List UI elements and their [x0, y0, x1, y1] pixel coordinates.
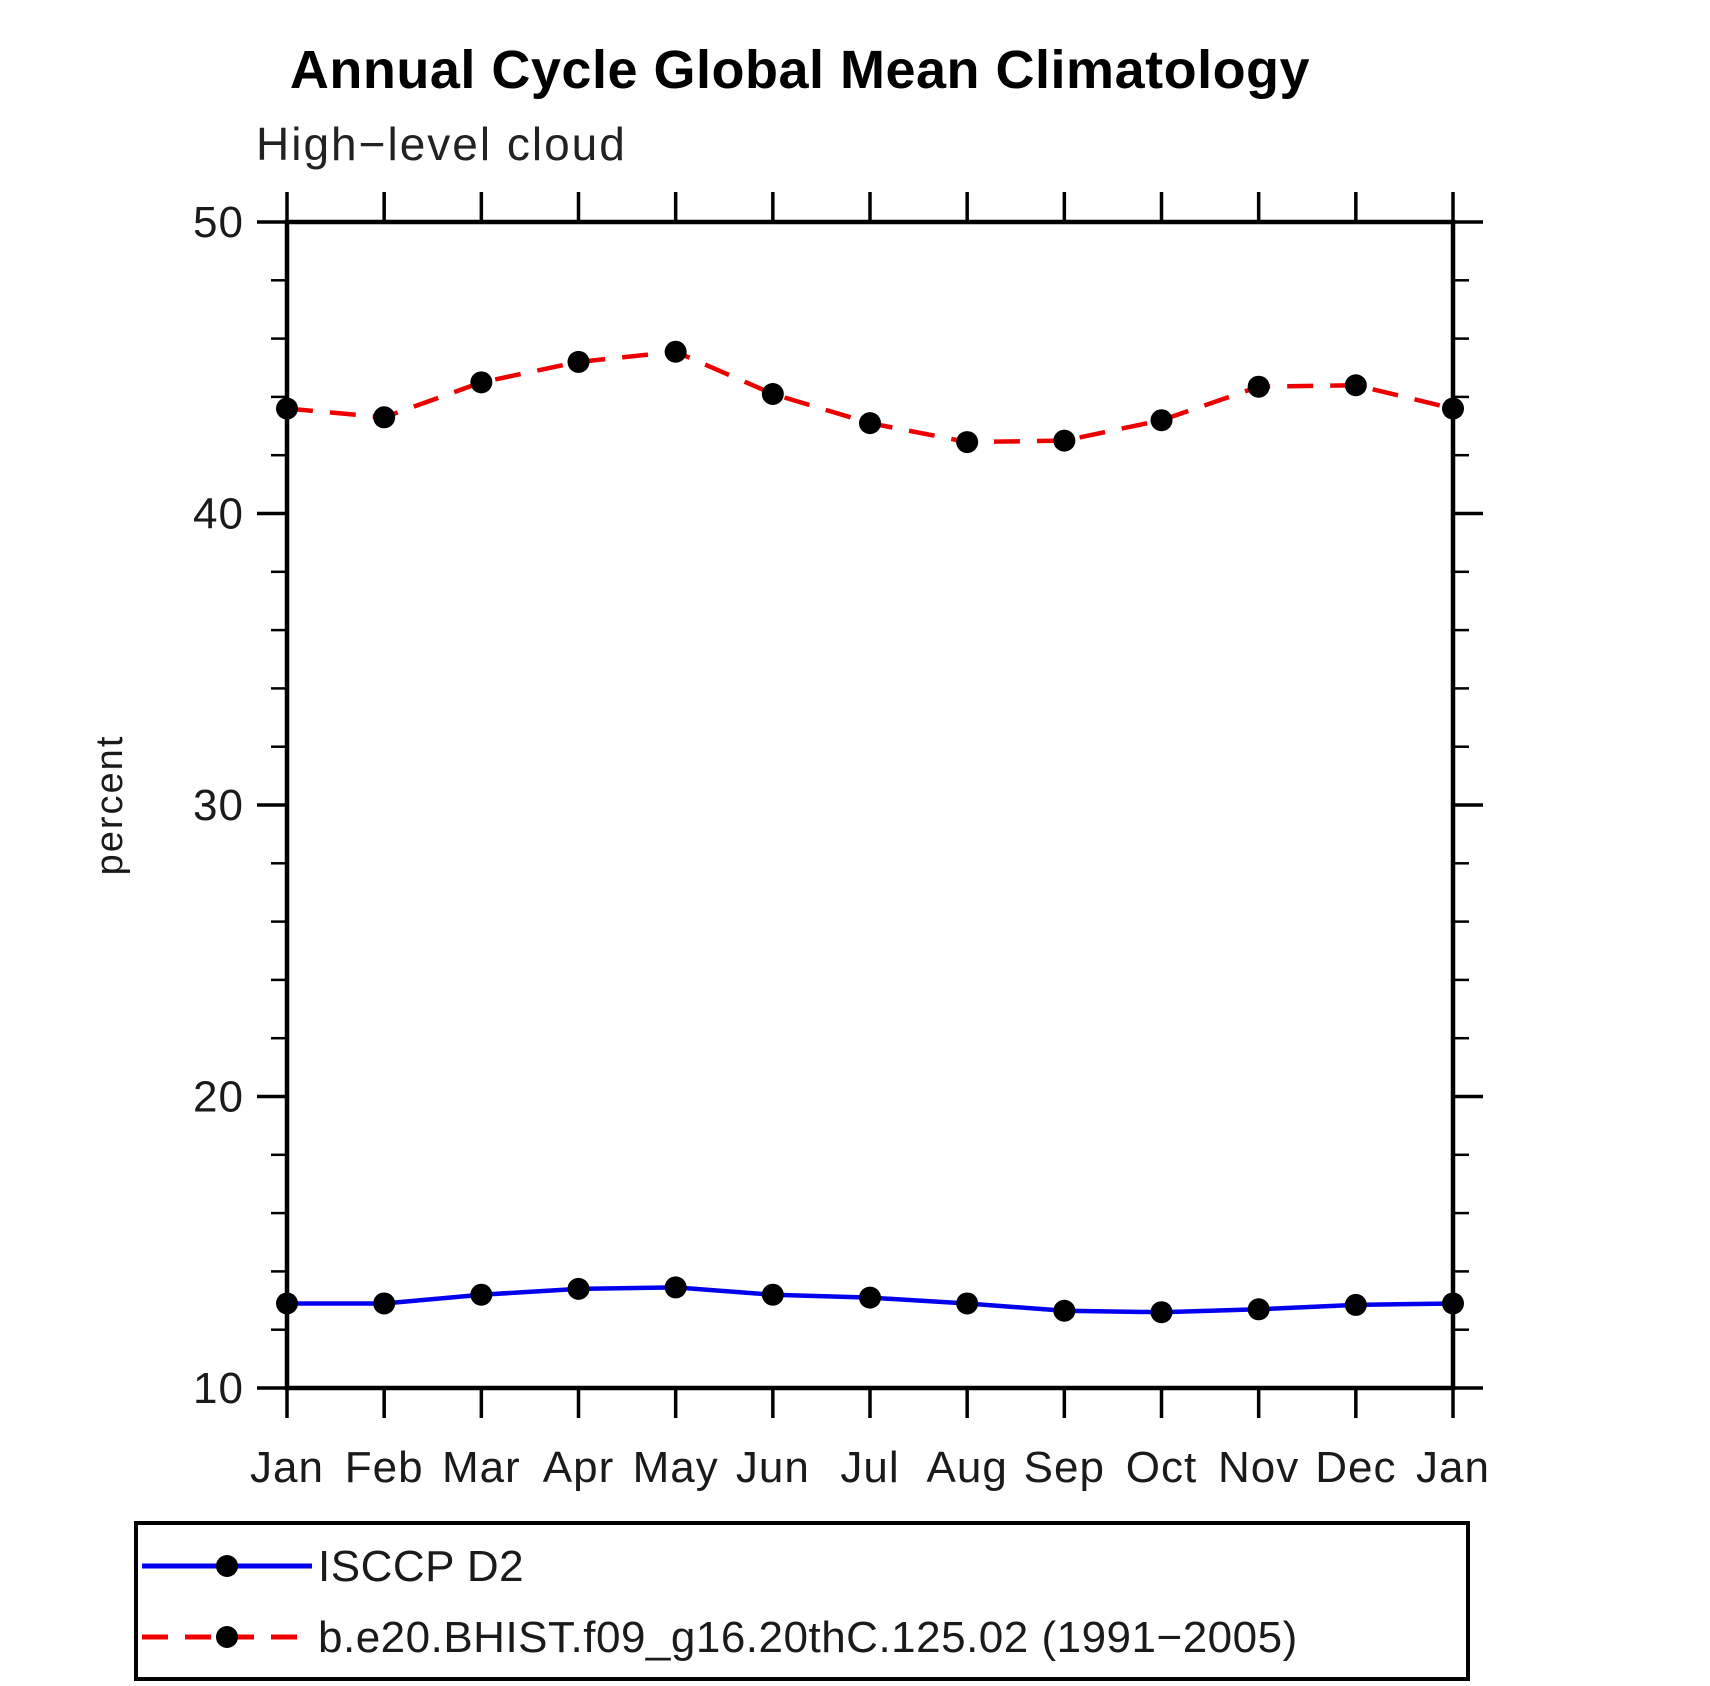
- series-marker: [1442, 397, 1464, 420]
- series-marker: [567, 1277, 590, 1300]
- series-marker: [1344, 1293, 1367, 1316]
- x-tick-label: Sep: [1024, 1443, 1105, 1492]
- x-tick-label: Dec: [1315, 1443, 1396, 1492]
- series-marker: [373, 406, 396, 429]
- legend-marker: [216, 1626, 238, 1648]
- series-marker: [1344, 374, 1367, 397]
- series-marker: [859, 412, 881, 435]
- series-marker: [1150, 1301, 1173, 1324]
- series-marker: [761, 1283, 784, 1306]
- x-tick-label: Jan: [1416, 1443, 1490, 1492]
- series-marker: [276, 1292, 298, 1315]
- series-marker: [1247, 1298, 1270, 1321]
- x-tick-label: Oct: [1126, 1443, 1197, 1492]
- legend-box: [134, 1521, 1470, 1681]
- x-tick-label: Feb: [345, 1443, 424, 1492]
- chart-title: Annual Cycle Global Mean Climatology: [290, 40, 1310, 100]
- series-marker: [373, 1292, 396, 1315]
- legend-marker: [216, 1555, 238, 1577]
- legend-label-isccp: ISCCP D2: [318, 1542, 524, 1591]
- series-lines: [276, 340, 1464, 1324]
- y-tick-label: 40: [193, 490, 244, 539]
- x-tick-label: Jan: [250, 1443, 324, 1492]
- x-tick-label: Jul: [840, 1443, 899, 1492]
- x-tick-label: Aug: [927, 1443, 1008, 1492]
- series-marker: [1053, 429, 1076, 452]
- legend-samples: [142, 1555, 312, 1648]
- x-tick-label: Mar: [442, 1443, 521, 1492]
- series-marker: [1150, 409, 1173, 432]
- y-tick-label: 10: [193, 1364, 244, 1413]
- series-marker: [664, 1276, 687, 1299]
- series-marker: [276, 397, 298, 420]
- legend-label-model: b.e20.BHIST.f09_g16.20thC.125.02 (1991−2…: [318, 1613, 1298, 1662]
- plot-frame: [284, 219, 1456, 1391]
- y-tick-label: 20: [193, 1073, 244, 1122]
- x-tick-label: Jun: [736, 1443, 810, 1492]
- series-marker: [470, 371, 493, 394]
- legend: ISCCP D2 b.e20.BHIST.f09_g16.20thC.125.0…: [134, 1521, 1470, 1681]
- y-axis-label: percent: [89, 735, 131, 876]
- series-marker: [1442, 1292, 1464, 1315]
- axes: Jan Feb Mar Apr May Jun Jul Aug Sep Oct Nov Dec Jan1…: [193, 192, 1490, 1492]
- x-tick-label: May: [633, 1443, 719, 1492]
- series-marker: [1053, 1299, 1076, 1322]
- x-tick-label: Apr: [543, 1443, 614, 1492]
- series-marker: [859, 1286, 881, 1309]
- series-marker: [956, 431, 979, 454]
- series-marker: [567, 350, 590, 373]
- x-tick-label: Nov: [1218, 1443, 1299, 1492]
- y-tick-label: 50: [193, 198, 244, 247]
- series-marker: [664, 340, 687, 363]
- series-marker: [470, 1283, 493, 1306]
- series-marker: [761, 382, 784, 405]
- series-marker: [956, 1292, 979, 1315]
- series-marker: [1247, 375, 1270, 398]
- y-tick-label: 30: [193, 781, 244, 830]
- chart-subtitle: High−level cloud: [256, 118, 627, 170]
